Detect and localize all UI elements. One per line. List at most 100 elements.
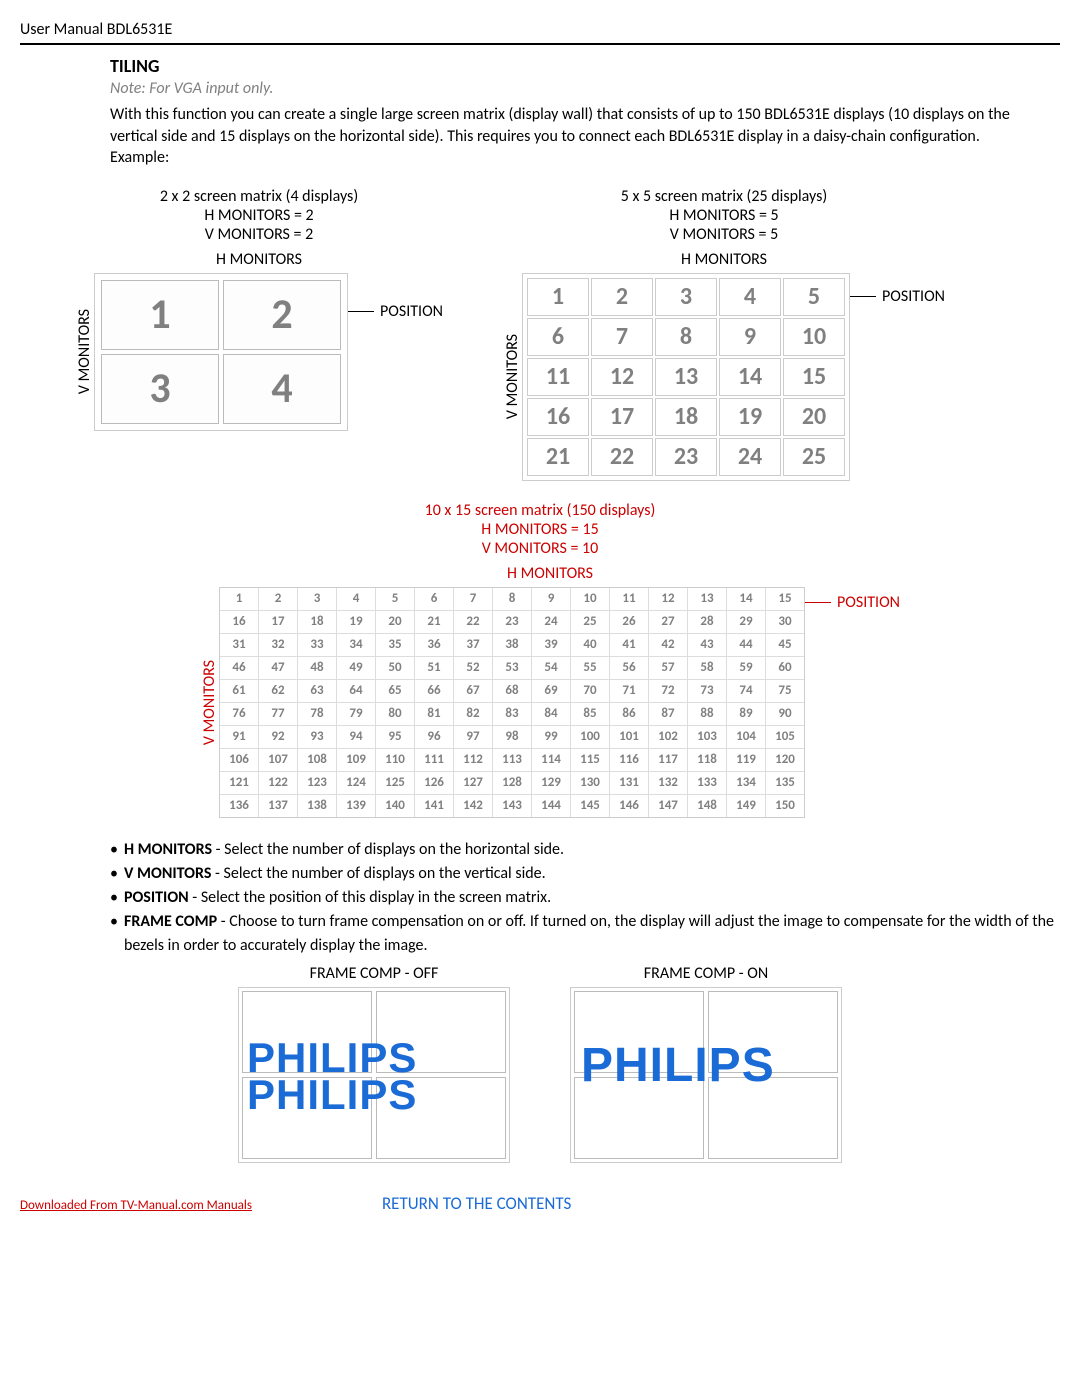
position-label-5x5: POSITION [882,287,945,306]
download-link[interactable]: Downloaded From TV-Manual.com Manuals [20,1198,252,1213]
bullet-name: POSITION [124,888,189,907]
cell-150: 112 [454,749,492,771]
cell-150: 121 [220,772,258,794]
bullet-dot: • [110,862,118,886]
matrix-150: 10 x 15 screen matrix (150 displays) H M… [20,501,1060,818]
cell-150: 59 [727,657,765,679]
cell-5x5: 5 [783,278,845,316]
cell-5x5: 3 [655,278,717,316]
cell-150: 116 [610,749,648,771]
cell-150: 75 [766,680,804,702]
cell-5x5: 8 [655,318,717,356]
return-to-contents-link[interactable]: RETURN TO THE CONTENTS [382,1193,571,1214]
bullet-dot: • [110,838,118,862]
cell-150: 7 [454,588,492,610]
matrix-150-title: 10 x 15 screen matrix (150 displays) [20,501,1060,520]
cell-5x5: 25 [783,438,845,476]
cell-5x5: 19 [719,398,781,436]
cell-150: 50 [376,657,414,679]
cell-150: 94 [337,726,375,748]
cell-150: 69 [532,680,570,702]
matrix-5x5: 5 x 5 screen matrix (25 displays) H MONI… [503,187,945,481]
cell-150: 68 [493,680,531,702]
position-label-2x2: POSITION [380,302,443,321]
cell-150: 124 [337,772,375,794]
cell-150: 34 [337,634,375,656]
fc-cell [242,991,372,1073]
cell-150: 30 [766,611,804,633]
cell-150: 46 [220,657,258,679]
cell-150: 79 [337,703,375,725]
bullet-text: - Select the number of displays on the h… [212,840,564,859]
cell-150: 147 [649,795,687,817]
cell-150: 136 [220,795,258,817]
cell-150: 18 [298,611,336,633]
cell-150: 54 [532,657,570,679]
cell-150: 88 [688,703,726,725]
cell-2x2: 4 [223,354,341,424]
connector-line [850,296,876,297]
cell-5x5: 18 [655,398,717,436]
cell-150: 63 [298,680,336,702]
cell-150: 106 [220,749,258,771]
cell-150: 57 [649,657,687,679]
cell-150: 149 [727,795,765,817]
cell-5x5: 22 [591,438,653,476]
cell-150: 139 [337,795,375,817]
grid-15x10: 1234567891011121314151617181920212223242… [219,587,805,818]
cell-150: 29 [727,611,765,633]
cell-150: 11 [610,588,648,610]
cell-150: 49 [337,657,375,679]
fc-cell [708,991,838,1073]
cell-150: 62 [259,680,297,702]
bullet-text: - Select the position of this display in… [189,888,551,907]
cell-150: 39 [532,634,570,656]
cell-150: 150 [766,795,804,817]
cell-150: 23 [493,611,531,633]
cell-150: 123 [298,772,336,794]
cell-150: 100 [571,726,609,748]
matrix-150-hlabel: H MONITORS [200,564,900,583]
cell-150: 133 [688,772,726,794]
cell-150: 47 [259,657,297,679]
cell-150: 108 [298,749,336,771]
cell-5x5: 16 [527,398,589,436]
cell-150: 58 [688,657,726,679]
cell-150: 37 [454,634,492,656]
cell-5x5: 9 [719,318,781,356]
cell-150: 74 [727,680,765,702]
cell-150: 144 [532,795,570,817]
cell-150: 122 [259,772,297,794]
bullet-list: • H MONITORS - Select the number of disp… [110,838,1060,958]
cell-150: 109 [337,749,375,771]
cell-150: 26 [610,611,648,633]
cell-150: 51 [415,657,453,679]
cell-2x2: 2 [223,280,341,350]
cell-150: 3 [298,588,336,610]
cell-150: 137 [259,795,297,817]
cell-150: 12 [649,588,687,610]
cell-150: 72 [649,680,687,702]
cell-150: 107 [259,749,297,771]
cell-150: 45 [766,634,804,656]
cell-150: 38 [493,634,531,656]
cell-150: 102 [649,726,687,748]
cell-150: 78 [298,703,336,725]
cell-150: 84 [532,703,570,725]
cell-150: 132 [649,772,687,794]
cell-150: 134 [727,772,765,794]
cell-150: 142 [454,795,492,817]
fc-cell [708,1077,838,1159]
matrix-150-v: V MONITORS = 10 [20,539,1060,558]
cell-150: 115 [571,749,609,771]
cell-5x5: 21 [527,438,589,476]
cell-150: 43 [688,634,726,656]
cell-5x5: 13 [655,358,717,396]
grid-5x5: 1234567891011121314151617181920212223242… [522,273,850,481]
cell-150: 148 [688,795,726,817]
cell-150: 52 [454,657,492,679]
cell-5x5: 12 [591,358,653,396]
cell-150: 87 [649,703,687,725]
cell-150: 131 [610,772,648,794]
intro-text: With this function you can create a sing… [110,104,1040,169]
